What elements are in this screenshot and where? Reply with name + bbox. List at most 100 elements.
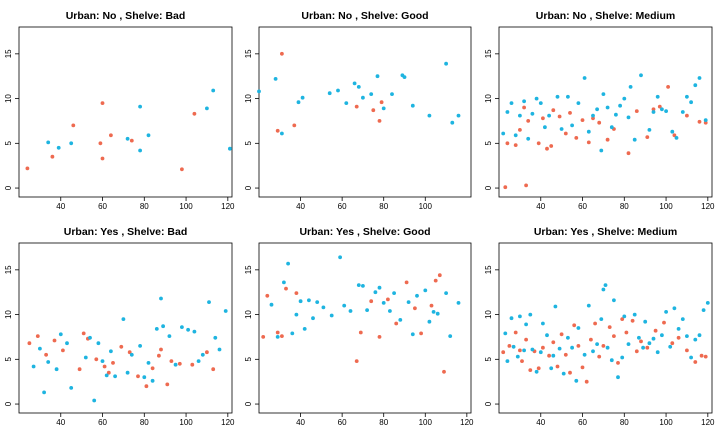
data-point <box>645 135 650 140</box>
data-point <box>518 348 522 353</box>
data-point <box>275 335 280 339</box>
data-point <box>545 333 549 338</box>
data-point <box>180 325 184 329</box>
y-tick-label: 0 <box>484 185 493 190</box>
data-point <box>647 341 652 346</box>
data-point <box>371 108 376 113</box>
data-point <box>505 141 510 146</box>
data-point <box>547 113 551 118</box>
data-point <box>381 106 386 111</box>
data-point <box>109 349 113 354</box>
y-tick-label: 10 <box>244 310 253 319</box>
data-point <box>157 353 161 358</box>
data-point <box>392 291 396 295</box>
data-point <box>223 309 228 313</box>
data-point <box>129 352 134 357</box>
data-point <box>622 96 627 101</box>
data-point <box>586 303 591 308</box>
data-point <box>177 361 182 366</box>
data-point <box>547 353 551 358</box>
data-point <box>576 326 581 330</box>
data-point <box>591 349 595 354</box>
series-1 <box>27 331 216 389</box>
data-point <box>616 361 620 365</box>
data-point <box>88 335 92 340</box>
data-point <box>136 374 140 379</box>
data-point <box>563 352 568 357</box>
data-point <box>568 370 572 375</box>
data-point <box>257 89 261 94</box>
data-point <box>511 344 516 349</box>
data-point <box>689 355 693 360</box>
x-tick-label: 100 <box>659 202 673 211</box>
data-point <box>427 319 432 324</box>
data-point <box>211 88 216 93</box>
y-tick-label: 15 <box>244 49 253 58</box>
data-point <box>280 131 284 136</box>
data-point <box>518 314 522 319</box>
data-point <box>207 300 211 304</box>
data-point <box>211 367 216 372</box>
data-point <box>298 299 303 304</box>
data-point <box>25 166 30 171</box>
series-2 <box>46 88 232 153</box>
data-point <box>549 366 554 371</box>
plot-frame <box>258 26 472 198</box>
x-tick-label: 60 <box>98 202 107 211</box>
y-tick-label: 0 <box>4 185 13 190</box>
data-point <box>530 111 535 116</box>
data-point <box>379 100 384 105</box>
data-point <box>622 314 627 319</box>
data-point <box>138 104 143 109</box>
data-point <box>605 105 610 110</box>
data-point <box>524 183 528 188</box>
data-point <box>680 317 685 321</box>
data-point <box>121 317 126 321</box>
data-point <box>670 129 675 134</box>
data-point <box>657 104 662 109</box>
data-point <box>390 92 394 96</box>
series-1 <box>501 317 708 384</box>
data-point <box>354 104 359 109</box>
data-point <box>448 334 453 338</box>
x-tick-label: 60 <box>338 418 347 427</box>
plot-frame <box>498 26 713 198</box>
data-point <box>150 366 155 371</box>
data-point <box>150 378 155 383</box>
data-point <box>541 345 545 350</box>
plot-frame <box>18 242 233 414</box>
x-axis: 40 60 80 100 120 <box>536 413 715 427</box>
data-point <box>58 332 63 337</box>
data-point <box>423 288 428 293</box>
data-point <box>159 296 163 301</box>
panel-title: Urban: No , Shelve: Good <box>301 10 428 22</box>
data-point <box>634 349 639 354</box>
data-point <box>437 273 442 278</box>
series-1 <box>503 85 708 190</box>
x-tick-label: 80 <box>140 418 149 427</box>
data-point <box>672 133 677 138</box>
data-point <box>530 347 535 352</box>
data-point <box>404 280 409 285</box>
data-point <box>576 344 581 348</box>
data-point <box>54 367 59 372</box>
data-point <box>292 123 297 128</box>
series-2 <box>257 61 461 136</box>
x-tick-label: 60 <box>98 418 107 427</box>
x-tick-label: 60 <box>578 202 587 211</box>
data-point <box>442 369 446 374</box>
data-point <box>94 357 99 362</box>
data-point <box>685 334 689 338</box>
data-point <box>92 398 97 403</box>
data-point <box>361 284 365 288</box>
data-point <box>664 310 668 314</box>
data-point <box>603 283 608 287</box>
x-tick-label: 80 <box>140 202 149 211</box>
data-point <box>129 138 134 143</box>
data-point <box>518 127 522 132</box>
data-point <box>551 108 556 113</box>
data-point <box>632 312 637 317</box>
data-point <box>200 352 205 357</box>
data-point <box>180 167 184 172</box>
